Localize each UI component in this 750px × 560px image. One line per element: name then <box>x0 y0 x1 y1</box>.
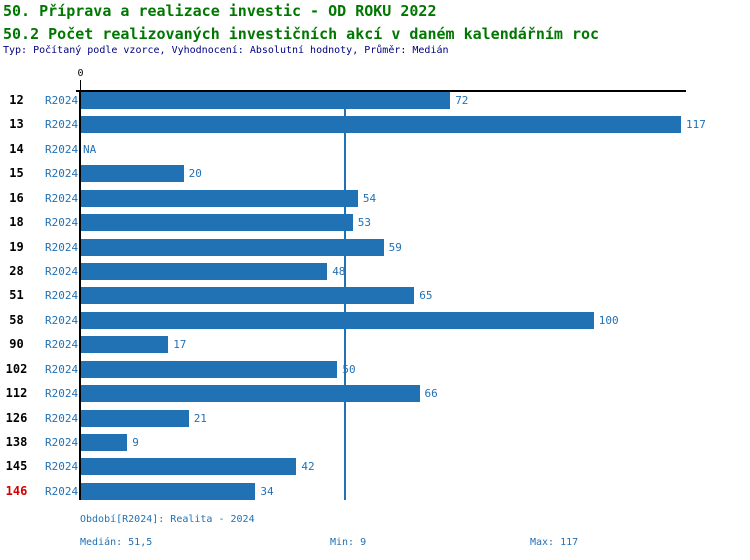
bar-value-label: 100 <box>598 313 619 327</box>
bar-value-label: 54 <box>362 191 377 205</box>
row-period-label: R2024 <box>45 435 79 449</box>
bar-value-label: 65 <box>419 289 433 303</box>
row-indicator-number: 112 <box>5 386 28 400</box>
bar-value-label: 50 <box>342 362 356 376</box>
bar <box>81 92 451 109</box>
row-period-label: R2024 <box>45 167 79 181</box>
bar <box>81 482 256 500</box>
row-indicator-number: 15 <box>9 166 24 181</box>
bar-row: 51 R2024 65 <box>0 287 750 305</box>
bar-row: 90 R2024 17 <box>0 336 750 354</box>
bar-value-label: 17 <box>173 338 187 352</box>
row-period-label: R2024 <box>45 216 79 230</box>
row-indicator-number: 126 <box>5 410 28 425</box>
bar-value-label: 59 <box>388 240 402 254</box>
row-indicator-number: 28 <box>9 263 24 278</box>
bar-row: 13 R2024 117 <box>0 116 750 134</box>
x-axis-zero-label: 0 <box>77 68 84 79</box>
row-period-label: R2024 <box>45 264 79 278</box>
bar <box>81 165 184 183</box>
bar-value-label: 48 <box>332 264 346 278</box>
row-indicator-number: 51 <box>9 288 24 303</box>
row-period-label: R2024 <box>45 484 79 498</box>
bar <box>81 336 169 354</box>
footer-period: Období[R2024]: Realita - 2024 <box>80 514 255 525</box>
bar <box>81 360 338 378</box>
footer-max: Max: 117 <box>530 537 579 548</box>
row-indicator-number: 146 <box>5 483 28 498</box>
bar-row: 16 R2024 54 <box>0 189 750 207</box>
bar-row: 28 R2024 48 <box>0 262 750 280</box>
bar-row: 15 R2024 20 <box>0 165 750 183</box>
bar-row: 12 R2024 72 <box>0 92 750 109</box>
footer-median: Medián: 51,5 <box>80 537 153 548</box>
row-indicator-number: 16 <box>9 190 24 205</box>
row-indicator-number: 12 <box>9 93 24 107</box>
bar-row: 112 R2024 66 <box>0 385 750 402</box>
bar-value-label: 66 <box>424 387 438 400</box>
row-period-label: R2024 <box>45 338 79 352</box>
bar <box>81 189 358 207</box>
bar <box>81 385 420 402</box>
row-period-label: R2024 <box>45 313 79 327</box>
bar <box>81 311 594 329</box>
row-na-label: NA <box>83 142 97 156</box>
x-axis-zero-tick <box>80 80 81 90</box>
bar-row: 126 R2024 21 <box>0 409 750 427</box>
row-indicator-number: 13 <box>9 117 24 132</box>
bar <box>81 409 189 427</box>
bar-value-label: 20 <box>188 167 202 181</box>
row-indicator-number: 19 <box>9 239 24 254</box>
page-title: 50. Příprava a realizace investic - OD R… <box>3 2 437 20</box>
bar-value-label: 21 <box>193 411 207 425</box>
row-period-label: R2024 <box>45 362 79 376</box>
bar-value-label: 72 <box>455 94 469 107</box>
bar-row: 14 R2024 NA <box>0 141 750 158</box>
row-indicator-number: 18 <box>9 215 24 230</box>
row-indicator-number: 145 <box>5 459 28 474</box>
bar-value-label: 9 <box>132 435 139 449</box>
x-axis-line <box>76 90 686 92</box>
bar-row: 18 R2024 53 <box>0 214 750 232</box>
bar <box>81 116 681 134</box>
row-indicator-number: 14 <box>9 141 24 156</box>
row-period-label: R2024 <box>45 460 79 474</box>
footer-min: Min: 9 <box>330 537 367 548</box>
row-indicator-number: 90 <box>9 337 24 352</box>
bar-row: 146 R2024 34 <box>0 482 750 500</box>
bar <box>81 433 128 451</box>
bar <box>81 458 297 476</box>
indicator-meta: Typ: Počítaný podle vzorce, Vyhodnocení:… <box>3 45 449 56</box>
bar <box>81 214 353 232</box>
row-period-label: R2024 <box>45 289 79 303</box>
row-period-label: R2024 <box>45 411 79 425</box>
y-axis-line <box>79 90 81 500</box>
row-indicator-number: 58 <box>9 312 24 327</box>
row-period-label: R2024 <box>45 191 79 205</box>
bar-row: 58 R2024 100 <box>0 311 750 329</box>
row-period-label: R2024 <box>45 240 79 254</box>
bar-row: 19 R2024 59 <box>0 238 750 256</box>
indicator-subtitle: 50.2 Počet realizovaných investičních ak… <box>3 25 600 43</box>
row-period-label: R2024 <box>45 94 79 107</box>
bar-row: 102 R2024 50 <box>0 360 750 378</box>
row-period-label: R2024 <box>45 118 79 132</box>
bar-value-label: 53 <box>357 216 372 230</box>
bar-row: 145 R2024 42 <box>0 458 750 476</box>
bar-row: 138 R2024 9 <box>0 433 750 451</box>
row-indicator-number: 102 <box>5 361 28 376</box>
bar <box>81 262 328 280</box>
row-period-label: R2024 <box>45 142 79 156</box>
bar-value-label: 42 <box>301 460 315 474</box>
bar <box>81 287 415 305</box>
bar-value-label: 34 <box>260 484 274 498</box>
bar <box>81 238 384 256</box>
bar-value-label: 117 <box>686 118 706 132</box>
row-period-label: R2024 <box>45 387 79 400</box>
row-indicator-number: 138 <box>5 434 28 449</box>
